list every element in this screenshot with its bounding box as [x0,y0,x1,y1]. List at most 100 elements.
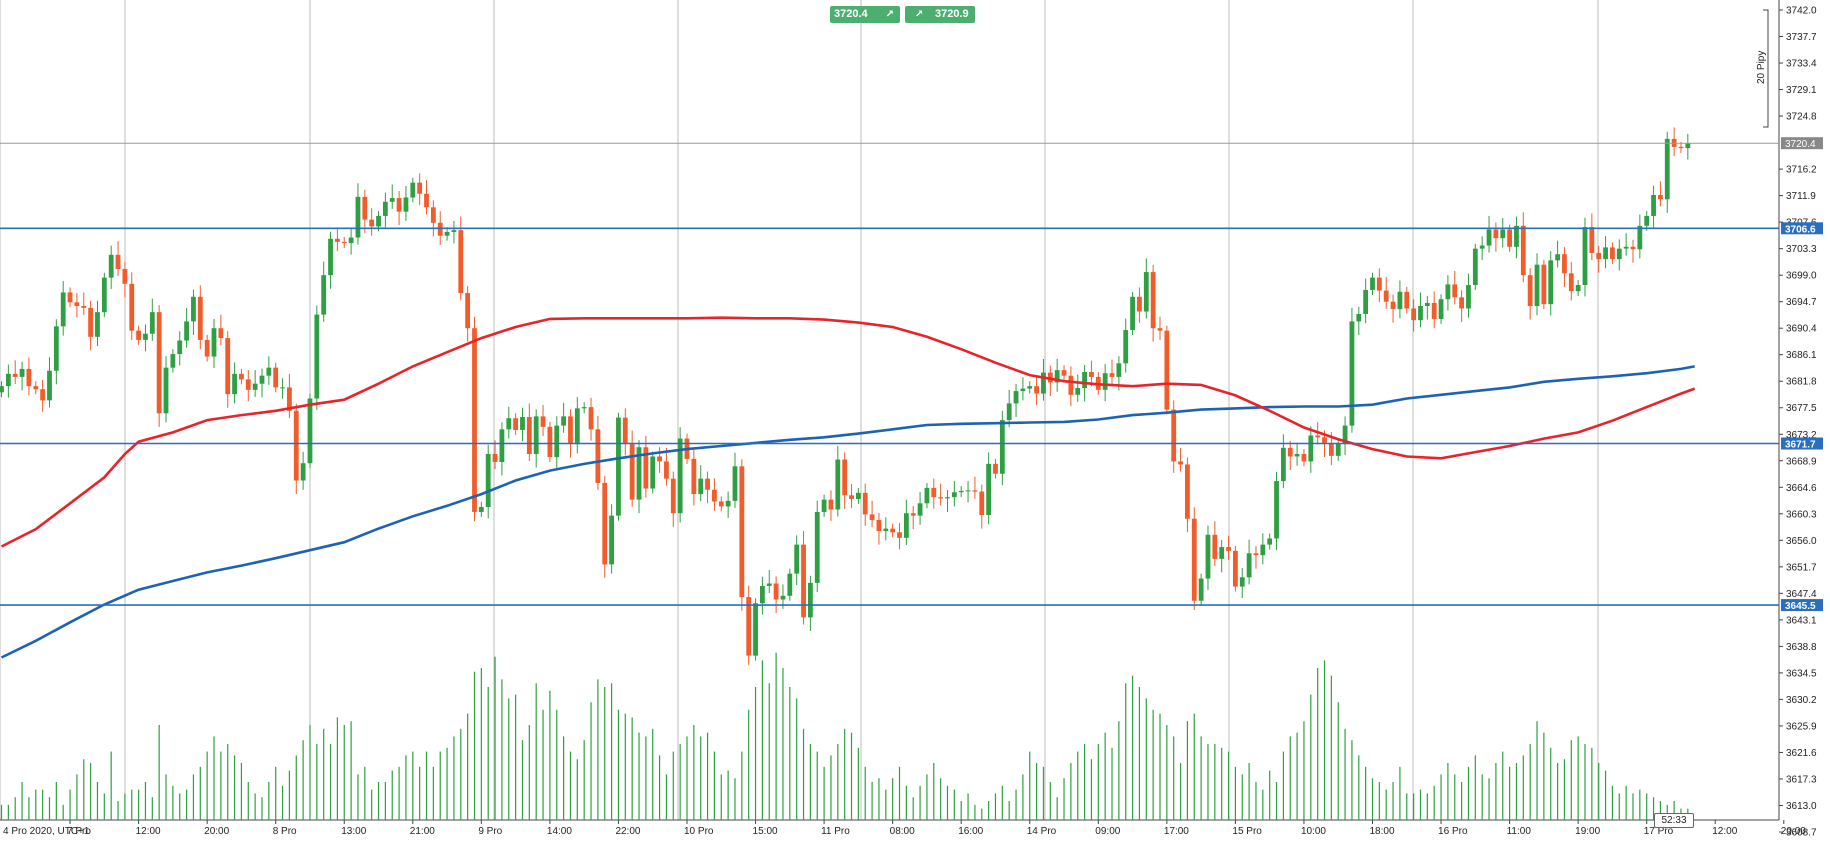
x-tick-label: 14 Pro [1027,826,1057,837]
candle-body [1623,246,1629,249]
candle [828,490,834,521]
candle [0,381,4,398]
y-tick-label: 3690.4 [1786,324,1817,335]
candle-body [1363,289,1369,315]
candle-body [828,499,834,510]
y-tick-label: 3681.8 [1786,377,1817,388]
candle [1383,277,1389,309]
candle-body [760,585,765,604]
candle-body [897,532,902,538]
candle-body [1664,138,1670,200]
candle-body [163,367,169,414]
sell-button[interactable]: 3720.4 ↗ [830,6,900,23]
candle-body [753,603,758,656]
candle-body [1143,272,1149,312]
level-tag [1781,437,1823,450]
x-tick-label: 21:00 [410,826,435,837]
candle-body [1034,386,1040,394]
candle-body [705,478,710,490]
candle-body [1328,443,1334,456]
candle [595,415,601,491]
candle-body [1068,375,1074,395]
candle-body [1294,453,1300,457]
candle-body [965,490,971,492]
candle-body [746,597,752,656]
candle-body [204,339,210,357]
candle-body [664,461,669,479]
x-tick-label: 09:00 [1095,826,1120,837]
candle [88,300,94,351]
y-tick-label: 3699.0 [1786,271,1817,282]
candle [1671,127,1677,157]
candle-body [1685,143,1691,149]
candle [47,357,52,408]
candle-body [986,463,992,516]
candle-body [1678,146,1684,149]
candle [1061,365,1067,381]
x-tick-label: 20:00 [204,826,229,837]
candle-body [1514,225,1519,247]
candle [81,292,87,315]
candle [184,307,189,348]
candle-body [1376,277,1382,291]
candle [259,368,265,398]
candle [753,598,758,661]
candle-body [924,487,930,504]
candle-body [136,330,141,340]
candle [410,177,416,203]
candle-body [170,354,176,368]
candle [369,208,375,236]
x-tick-label: 08:00 [890,826,915,837]
candle [1630,239,1636,263]
candle [712,478,717,511]
candle [746,585,752,665]
candle [389,184,395,209]
candle-body [1157,328,1163,331]
candle [1370,272,1375,295]
candle-body [149,312,155,334]
candle-body [1123,330,1129,364]
level-tag-label: 3671.7 [1785,440,1816,451]
candle [910,506,916,530]
x-tick-label: 11:00 [1507,826,1532,837]
candle-body [1315,435,1321,438]
candle [444,227,450,241]
level-tag [1781,222,1823,235]
candle-body [1575,285,1581,292]
candle [1041,359,1046,401]
y-tick-label: 3656.0 [1786,536,1817,547]
candle-body [478,507,484,512]
candle [1390,294,1396,323]
candle-body [890,528,896,533]
candle [1233,545,1238,592]
candle-body [1644,215,1650,226]
candle [766,569,772,594]
candle-body [472,328,477,512]
candle [1143,258,1149,319]
candle [540,404,546,437]
candle [794,535,800,586]
candle-body [1212,534,1218,559]
candle-body [554,425,560,458]
candle-body [1075,388,1081,395]
candle-body [533,416,539,454]
x-tick-label: 14:00 [547,826,572,837]
candle [40,379,46,412]
candle [1280,434,1286,489]
candle [581,402,587,414]
buy-button[interactable]: ↗ 3720.9 [905,6,975,23]
candle [1246,539,1252,585]
candle-body [403,197,409,212]
x-tick-label: 12:00 [136,826,161,837]
candle [1397,280,1403,319]
candle-body [1390,301,1396,310]
candle-body [0,386,4,393]
candle-body [1027,386,1033,389]
candle-body [1246,553,1252,578]
candle-body [1370,277,1375,290]
y-tick-label: 3668.9 [1786,456,1817,467]
candle-body [1438,299,1444,319]
candle-body [5,373,11,387]
